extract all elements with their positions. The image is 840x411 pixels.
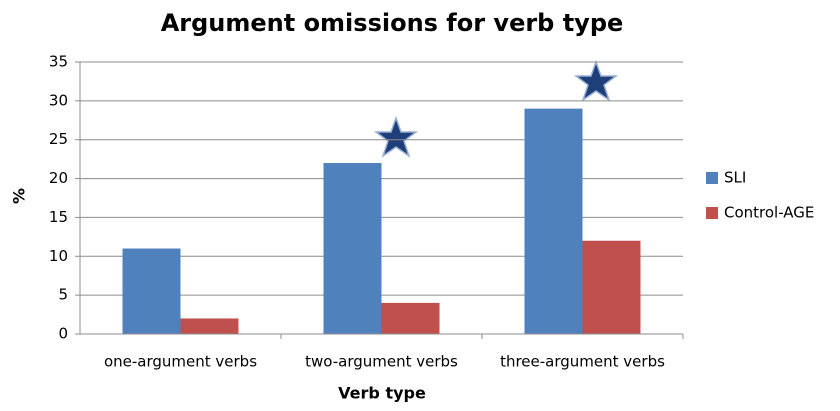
- y-tick-label: 20: [49, 169, 68, 187]
- x-tick-label: three-argument verbs: [500, 353, 665, 371]
- bar: [582, 240, 641, 334]
- y-tick-label: 10: [49, 247, 68, 265]
- legend-swatch: [706, 172, 718, 184]
- significance-star: [373, 115, 419, 158]
- bar: [122, 248, 181, 334]
- y-tick-label: 30: [49, 91, 68, 109]
- bar: [180, 318, 239, 334]
- legend-label: SLI: [724, 169, 746, 187]
- legend-swatch: [706, 207, 718, 219]
- y-axis-title: %: [10, 188, 29, 204]
- x-axis-title: Verb type: [338, 384, 426, 403]
- legend-label: Control-AGE: [724, 204, 814, 222]
- y-tick-label: 35: [49, 53, 68, 71]
- x-tick-label: one-argument verbs: [104, 353, 257, 371]
- chart-title: Argument omissions for verb type: [161, 9, 624, 37]
- x-tick-label: two-argument verbs: [305, 353, 458, 371]
- bar: [524, 108, 583, 334]
- significance-star: [573, 59, 619, 102]
- bar: [323, 163, 382, 334]
- y-tick-label: 25: [49, 130, 68, 148]
- y-tick-label: 0: [58, 325, 68, 343]
- y-tick-label: 5: [58, 286, 68, 304]
- y-tick-label: 15: [49, 208, 68, 226]
- bar: [381, 302, 440, 334]
